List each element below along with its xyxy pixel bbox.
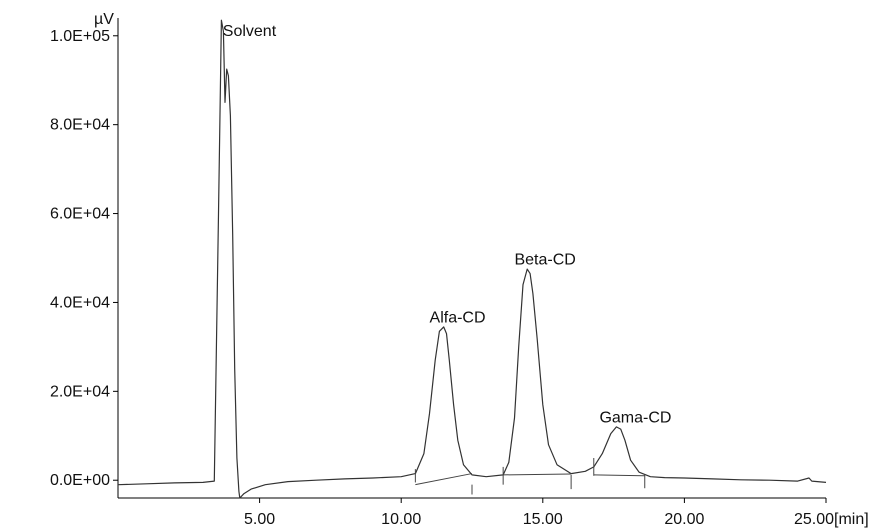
y-tick-label: 8.0E+04 bbox=[50, 117, 110, 134]
peak-baseline bbox=[503, 473, 572, 476]
peak-label: Gama-CD bbox=[599, 409, 671, 426]
y-tick-label: 0.0E+00 bbox=[50, 472, 110, 489]
axes: µV [min] bbox=[94, 11, 869, 528]
x-tick-label: 25.00 bbox=[794, 511, 834, 528]
x-tick-label: 10.00 bbox=[381, 511, 421, 528]
peak-baseline bbox=[415, 473, 473, 486]
y-tick-label: 2.0E+04 bbox=[50, 383, 110, 400]
tick-marks: 0.0E+00 2.0E+04 4.0E+04 6.0E+04 8.0E+04 1.0E+… bbox=[50, 28, 834, 528]
x-tick-label: 5.00 bbox=[244, 511, 275, 528]
peak-baseline bbox=[593, 474, 645, 477]
y-tick-label: 4.0E+04 bbox=[50, 294, 110, 311]
x-axis-unit-label: [min] bbox=[834, 511, 869, 528]
x-tick-label: 15.00 bbox=[523, 511, 563, 528]
peak-label: Solvent bbox=[223, 23, 277, 40]
peak-label: Alfa-CD bbox=[430, 309, 486, 326]
y-tick-label: 1.0E+05 bbox=[50, 28, 110, 45]
x-tick-label: 20.00 bbox=[664, 511, 704, 528]
peak-label: Beta-CD bbox=[514, 252, 575, 269]
y-axis-label: µV bbox=[94, 11, 114, 28]
annotations: Solvent Alfa-CD Beta-CD Gama-CD bbox=[223, 23, 672, 427]
chromatogram-trace bbox=[117, 19, 827, 499]
series-layer bbox=[117, 19, 827, 499]
y-tick-label: 6.0E+04 bbox=[50, 206, 110, 223]
